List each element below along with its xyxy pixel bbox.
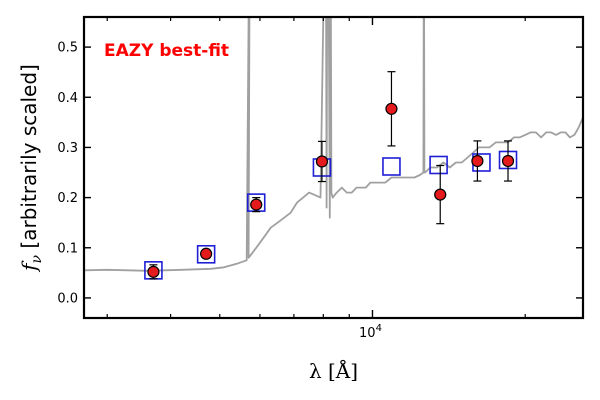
y-tick-label: 0.2 <box>57 191 78 206</box>
y-tick-label: 0.0 <box>57 291 78 306</box>
x-axis-title: λ [Å] <box>309 358 358 383</box>
observed-point <box>434 188 447 201</box>
y-axis-title: fν [arbitrarily scaled] <box>17 64 45 273</box>
observed-point <box>471 154 484 168</box>
y-tick-label: 0.5 <box>57 41 78 56</box>
sed-line <box>84 17 583 272</box>
observed-point <box>385 102 398 115</box>
observed-point <box>200 247 213 260</box>
observed-point <box>315 155 329 168</box>
plot-area <box>84 17 583 280</box>
y-tick-label: 0.3 <box>57 141 78 156</box>
y-tick-label: 0.1 <box>57 241 78 256</box>
observed-point <box>147 265 160 278</box>
observed-point <box>501 154 515 168</box>
plot-layer <box>84 17 583 280</box>
annotation-text: EAZY best-fit <box>104 41 229 61</box>
model-box-marker <box>382 157 401 176</box>
y-tick-label: 0.4 <box>57 91 78 106</box>
plot-frame <box>82 15 585 320</box>
x-tick-label: 104 <box>359 323 382 341</box>
observed-point <box>250 198 263 211</box>
tick-layer: 0.0 0.1 0.2 0.3 0.4 0.5 104 <box>57 17 583 341</box>
model-box-marker <box>429 155 448 175</box>
model-box-marker <box>196 244 216 264</box>
